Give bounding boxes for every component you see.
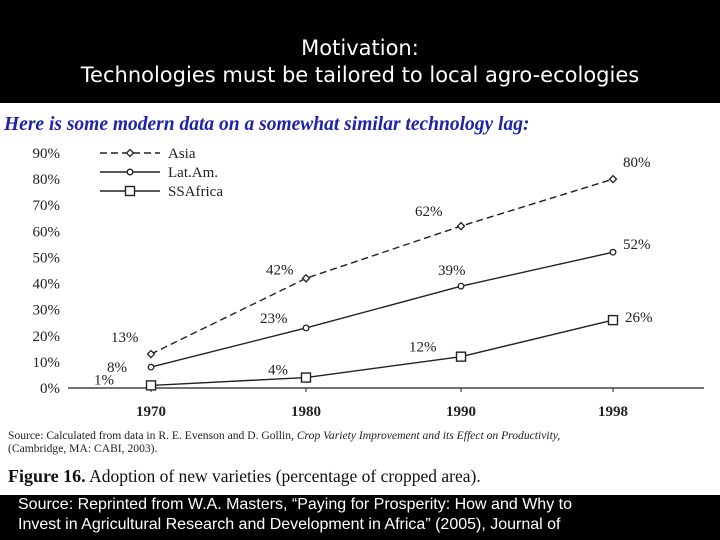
data-point-marker (456, 221, 466, 231)
slide-title-line2: Technologies must be tailored to local a… (80, 63, 640, 87)
y-tick-label: 60% (33, 224, 61, 240)
content-panel: Here is some modern data on a somewhat s… (0, 103, 720, 495)
legend-label: Lat.Am. (168, 165, 218, 181)
x-tick-label: 1990 (446, 404, 476, 420)
legend-swatch-marker (126, 168, 134, 176)
figure-source-suffix: (Cambridge, MA: CABI, 2003). (8, 442, 158, 455)
data-label: 80% (623, 155, 651, 171)
footer-line1: Source: Reprinted from W.A. Masters, “Pa… (18, 496, 572, 513)
legend-label: Asia (168, 146, 196, 162)
figure-caption-text: Adoption of new varieties (percentage of… (85, 466, 481, 486)
y-tick-label: 80% (33, 172, 61, 188)
y-tick-label: 70% (33, 198, 61, 214)
x-tick-label: 1998 (598, 404, 628, 420)
data-label: 4% (268, 363, 288, 379)
legend-label: SSAfrica (168, 184, 223, 200)
data-label: 62% (415, 204, 443, 220)
legend-swatch-marker (125, 148, 135, 158)
x-tick-label: 1970 (136, 404, 166, 420)
data-label: 52% (623, 237, 651, 253)
slide-footer: Source: Reprinted from W.A. Masters, “Pa… (0, 495, 720, 540)
data-label: 13% (111, 330, 139, 346)
figure-source-prefix: Source: Calculated from data in R. E. Ev… (8, 429, 297, 442)
figure-caption-label: Figure 16. (8, 466, 86, 486)
y-tick-label: 50% (33, 250, 61, 266)
figure-source-note: Source: Calculated from data in R. E. Ev… (8, 429, 712, 455)
figure-source-book: Crop Variety Improvement and its Effect … (296, 429, 561, 442)
data-point-marker (145, 380, 157, 391)
slide-title-line1: Motivation: (301, 36, 419, 60)
series-line (150, 178, 614, 355)
figure-caption: Figure 16. Adoption of new varieties (pe… (8, 466, 712, 486)
y-tick-label: 0% (40, 381, 60, 397)
data-label: 26% (625, 310, 653, 326)
slide-title-bar: Motivation: Technologies must be tailore… (0, 0, 720, 103)
data-point-marker (609, 248, 617, 256)
series-line (150, 251, 614, 368)
data-point-marker (302, 324, 310, 332)
y-tick-label: 20% (33, 329, 61, 345)
data-label: 8% (107, 360, 127, 376)
data-point-marker (301, 273, 311, 283)
data-label: 42% (266, 262, 294, 278)
data-point-marker (608, 174, 618, 184)
y-tick-label: 40% (33, 277, 61, 293)
y-tick-label: 90% (33, 146, 61, 162)
series-line (150, 319, 614, 387)
data-point-marker (146, 349, 156, 359)
data-label: 12% (409, 340, 437, 356)
data-label: 1% (94, 372, 114, 388)
x-tick-label: 1980 (291, 404, 321, 420)
data-point-marker (457, 282, 465, 290)
slide-subtitle: Here is some modern data on a somewhat s… (4, 114, 530, 135)
data-point-marker (455, 351, 467, 362)
y-tick-label: 10% (33, 355, 61, 371)
data-point-marker (300, 372, 312, 383)
data-label: 23% (260, 311, 288, 327)
data-point-marker (607, 314, 619, 326)
y-tick-label: 30% (33, 303, 61, 319)
footer-line2: Invest in Agricultural Research and Deve… (18, 516, 561, 533)
line-chart: 1970 1980 1990 1998 0% 10% 20% 30% 40% 50% 60% 70% 8… (33, 146, 704, 420)
data-label: 39% (438, 263, 466, 279)
legend-swatch-marker (124, 185, 136, 197)
data-point-marker (147, 363, 155, 371)
